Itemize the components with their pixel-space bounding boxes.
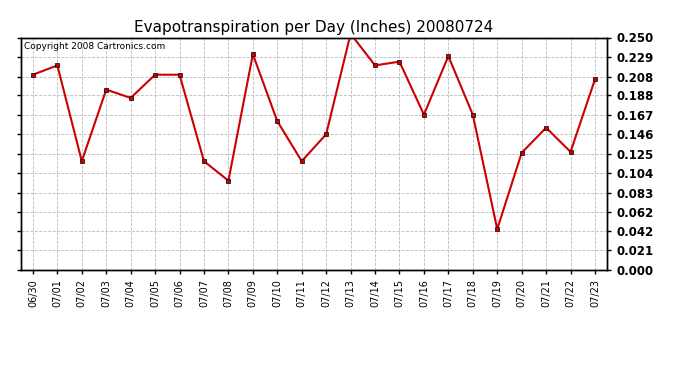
Text: Copyright 2008 Cartronics.com: Copyright 2008 Cartronics.com (23, 42, 165, 51)
Title: Evapotranspiration per Day (Inches) 20080724: Evapotranspiration per Day (Inches) 2008… (135, 20, 493, 35)
